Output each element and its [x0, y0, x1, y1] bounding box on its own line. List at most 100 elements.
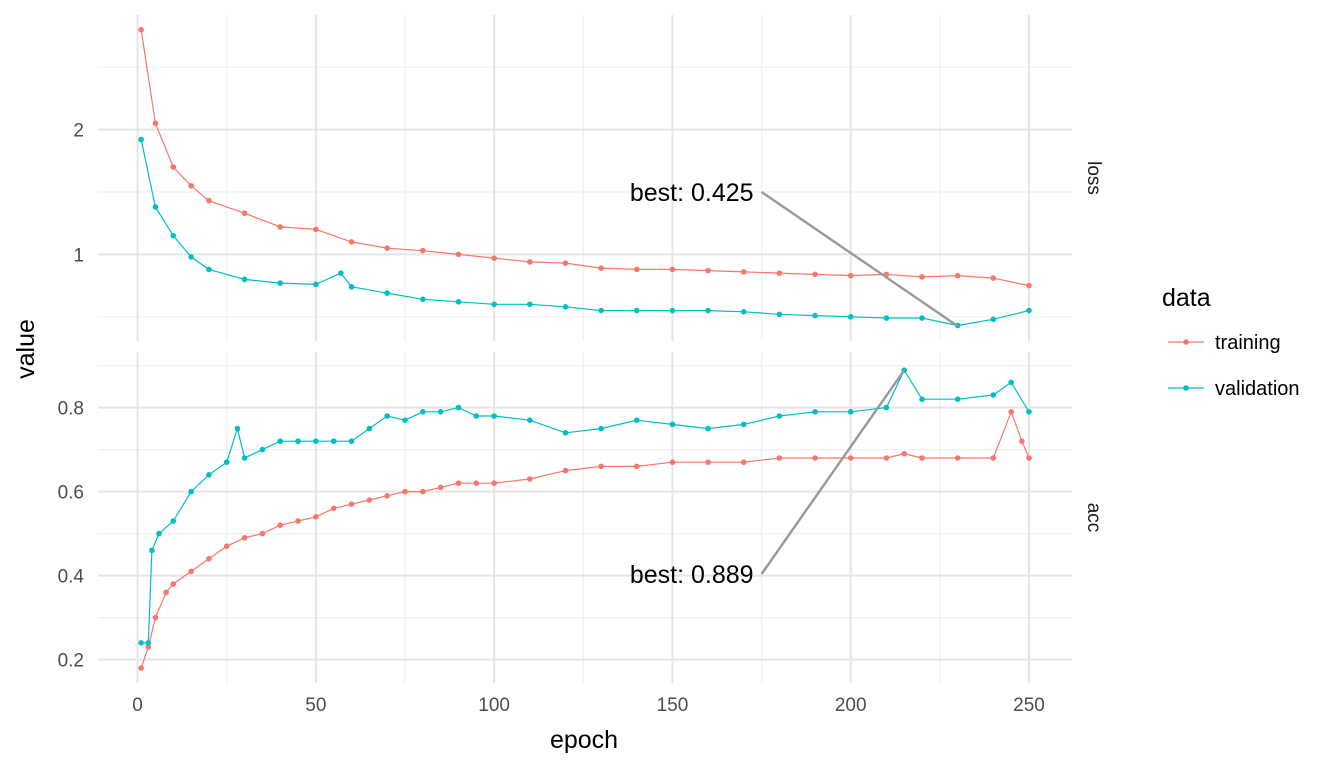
data-point	[420, 488, 426, 495]
data-point	[633, 463, 640, 470]
y-tick-label: 0.6	[58, 483, 84, 504]
data-point	[527, 476, 533, 482]
legend-label-training: training	[1215, 332, 1281, 354]
y-axis-title: value	[12, 319, 40, 379]
data-point	[527, 259, 533, 265]
data-point	[152, 204, 159, 210]
data-point	[847, 455, 854, 461]
x-tick-label: 250	[1013, 695, 1045, 716]
x-tick-label: 50	[305, 695, 326, 716]
data-point	[473, 480, 480, 487]
x-axis: 0 50 100 150 200 250	[132, 695, 1045, 716]
annotation-leader	[760, 369, 906, 575]
data-point	[1026, 409, 1032, 415]
data-point	[348, 239, 355, 245]
series-line	[140, 410, 1030, 669]
y-tick-label: 2	[73, 121, 84, 142]
data-point	[812, 409, 818, 415]
data-point	[170, 164, 177, 170]
data-point	[491, 413, 497, 419]
data-point	[847, 409, 854, 415]
data-point	[241, 535, 248, 541]
data-point	[562, 430, 569, 436]
data-point	[883, 455, 890, 461]
data-point	[170, 232, 177, 239]
x-tick-label: 0	[132, 695, 143, 716]
legend-key-point	[1183, 339, 1189, 345]
data-point	[705, 267, 711, 274]
data-point	[188, 488, 194, 495]
data-point	[420, 409, 426, 415]
data-point	[1008, 409, 1014, 415]
series-validation	[138, 367, 1032, 646]
data-point	[669, 421, 676, 428]
data-point	[901, 451, 908, 457]
data-point	[241, 210, 248, 217]
data-point	[206, 266, 212, 273]
data-point	[954, 396, 961, 403]
data-point	[598, 463, 604, 470]
data-point	[455, 299, 462, 305]
data-point	[1026, 307, 1032, 314]
data-point	[223, 543, 230, 549]
data-point	[170, 581, 177, 587]
data-point	[277, 224, 284, 230]
data-point	[919, 396, 925, 403]
data-point	[145, 644, 152, 650]
y-tick-label: 0.2	[58, 651, 84, 672]
data-point	[919, 315, 925, 321]
data-point	[990, 275, 997, 281]
x-tick-label: 200	[835, 695, 867, 716]
data-point	[366, 425, 373, 432]
strip-label: loss	[1083, 161, 1104, 195]
data-point	[455, 251, 462, 258]
data-point	[919, 274, 925, 280]
data-point	[954, 272, 961, 279]
data-point	[919, 455, 925, 461]
data-point	[366, 497, 373, 503]
data-point	[1008, 379, 1014, 386]
data-point	[170, 518, 177, 524]
data-point	[152, 614, 159, 621]
data-point	[705, 425, 711, 432]
data-point	[259, 446, 266, 453]
data-point	[740, 309, 747, 315]
data-point	[348, 284, 355, 290]
data-point	[669, 266, 676, 273]
data-point	[437, 484, 444, 491]
data-point	[562, 260, 569, 266]
data-point	[776, 270, 783, 276]
data-point	[705, 307, 711, 314]
data-point	[1019, 438, 1025, 445]
data-point	[740, 421, 747, 428]
data-point	[1026, 455, 1032, 461]
data-point	[812, 312, 818, 319]
data-point	[598, 307, 604, 314]
data-point	[206, 472, 212, 478]
annotation-label: best: 0.425	[630, 179, 754, 207]
legend: data training validation	[1162, 284, 1300, 400]
data-point	[740, 269, 747, 275]
data-point	[234, 425, 241, 432]
data-point	[313, 226, 319, 233]
data-point	[812, 271, 818, 278]
data-point	[163, 589, 169, 596]
data-point	[206, 197, 212, 204]
data-point	[847, 272, 854, 279]
data-point	[223, 459, 230, 466]
data-point	[313, 281, 319, 288]
data-point	[669, 459, 676, 466]
data-point	[705, 459, 711, 466]
legend-title: data	[1162, 284, 1211, 312]
data-point	[954, 455, 961, 461]
y-tick-label: 0.8	[58, 399, 84, 420]
data-point	[1026, 282, 1032, 289]
data-point	[669, 307, 676, 314]
data-point	[473, 413, 480, 419]
data-point	[138, 26, 144, 33]
data-point	[384, 493, 390, 499]
x-tick-label: 150	[657, 695, 689, 716]
y-tick-label: 0.4	[58, 567, 85, 588]
data-point	[990, 455, 997, 461]
data-point	[776, 455, 783, 461]
